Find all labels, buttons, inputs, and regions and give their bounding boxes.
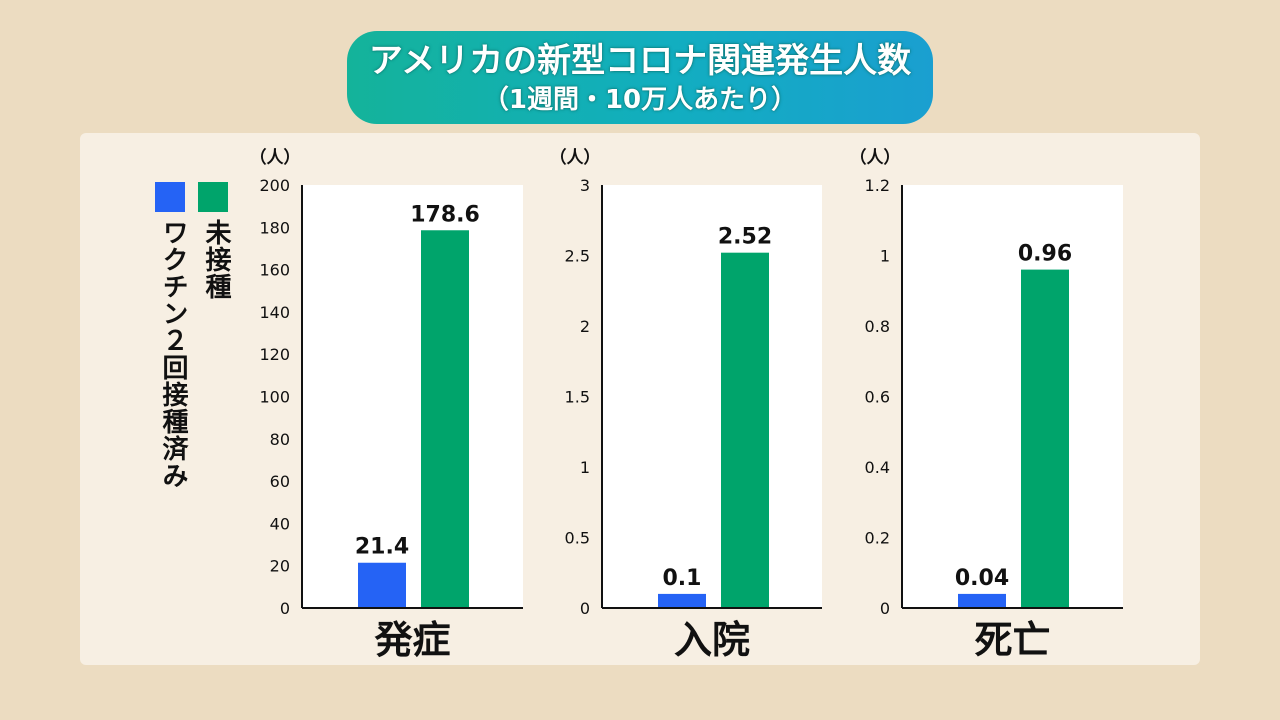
tick-label: 3: [580, 176, 590, 195]
tick-label: 1.5: [565, 388, 590, 407]
tick-label: 0: [580, 599, 590, 618]
tick-label: 20: [270, 557, 290, 576]
tick-label: 1.2: [865, 176, 890, 195]
page-title: アメリカの新型コロナ関連発生人数: [368, 41, 912, 81]
tick-label: 0.4: [865, 458, 890, 477]
bar: [1021, 269, 1069, 608]
tick-label: 0.2: [865, 529, 890, 548]
data-label: 0.96: [1018, 242, 1072, 267]
tick-label: 200: [259, 176, 290, 195]
tick-label: 80: [270, 430, 290, 449]
tick-label: 180: [259, 218, 290, 237]
tick-label: 40: [270, 514, 290, 533]
data-label: 0.1: [663, 566, 702, 591]
unit-label: （人）: [850, 147, 901, 168]
data-label: 0.04: [955, 566, 1009, 591]
bar: [958, 593, 1006, 608]
tick-label: 0: [880, 599, 890, 618]
plot-area: [302, 185, 523, 608]
tick-label: 1: [880, 247, 890, 266]
category-label: 死亡: [974, 618, 1050, 662]
bar: [658, 593, 706, 608]
category-label: 発症: [374, 618, 450, 662]
tick-label: 0.6: [865, 388, 890, 407]
tick-label: 60: [270, 472, 290, 491]
legend-swatch-unvaccinated: [198, 182, 228, 212]
tick-label: 2.5: [565, 247, 590, 266]
category-label: 入院: [674, 618, 750, 662]
bar: [421, 230, 469, 609]
title-banner: アメリカの新型コロナ関連発生人数 （1週間・10万人あたり）: [347, 31, 933, 124]
data-label: 21.4: [355, 535, 409, 560]
tick-label: 0.8: [865, 317, 890, 336]
legend-label-unvaccinated: 未接種: [201, 219, 231, 300]
data-label: 2.52: [718, 225, 772, 250]
legend-swatch-vaccinated: [155, 182, 185, 212]
tick-label: 1: [580, 458, 590, 477]
bar: [358, 562, 406, 608]
bar: [721, 252, 769, 608]
tick-label: 160: [259, 261, 290, 280]
tick-label: 140: [259, 303, 290, 322]
tick-label: 0.5: [565, 529, 590, 548]
tick-label: 120: [259, 345, 290, 364]
unit-label: （人）: [250, 147, 301, 168]
data-label: 178.6: [410, 202, 480, 227]
tick-label: 0: [280, 599, 290, 618]
unit-label: （人）: [550, 147, 601, 168]
plot-area: [602, 185, 822, 608]
legend-label-vaccinated: ワクチン２回接種済み: [158, 219, 188, 489]
plot-area: [902, 185, 1123, 608]
tick-label: 2: [580, 317, 590, 336]
page-subtitle: （1週間・10万人あたり）: [482, 85, 798, 115]
tick-label: 100: [259, 388, 290, 407]
